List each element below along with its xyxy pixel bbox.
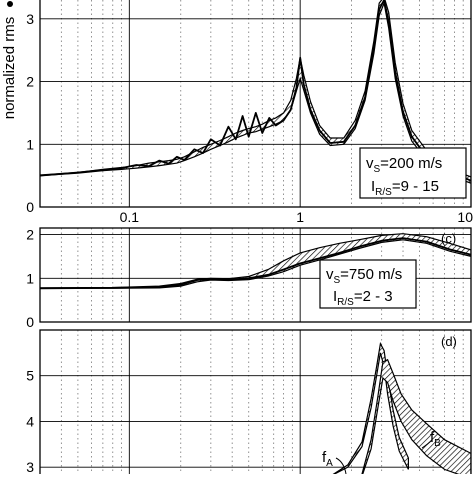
- panel-b-annotation-line1: vS=200 m/s: [366, 155, 442, 175]
- series-line: [40, 0, 471, 182]
- x-tick-label: 1: [296, 209, 304, 225]
- x-tick-label: 0.1: [120, 209, 140, 225]
- panel-d-ticks: 3 4 5: [26, 368, 34, 475]
- x-tick-label: 10: [457, 209, 473, 225]
- panel-b-ticks: 0 1 2 3 0.1 1 10: [26, 11, 473, 225]
- panel-b-annotation-box: [359, 147, 467, 199]
- panel-c-series: [40, 233, 471, 290]
- panel-d-letter: (d): [441, 334, 457, 349]
- label-fA-leader: [335, 457, 347, 475]
- y-tick-label: 5: [26, 368, 34, 384]
- panel-c-frame: [39, 227, 472, 323]
- label-fA: fA: [322, 449, 333, 469]
- label-fB: fB: [430, 429, 441, 449]
- panel-c: 0 1 2 (c) vS=750 m/s IR/S=2 - 3: [26, 227, 472, 330]
- panel-d: 3 4 5 (d) fA fB: [26, 329, 472, 479]
- y-tick-label: 2: [26, 227, 34, 243]
- hatched-band: [361, 358, 471, 474]
- panel-b: 0 1 2 3 0.1 1 10 normalized rms vS=200 m/s IR/…: [1, 0, 473, 225]
- panel-b-annotation: vS=200 m/s IR/S=9 - 15: [359, 147, 467, 199]
- y-tick-label: 3: [26, 459, 34, 474]
- y-tick-label: 2: [26, 74, 34, 90]
- panel-b-series: [40, 0, 471, 184]
- panel-d-label-fB: fB: [421, 429, 441, 449]
- panel-b-ylabel-marker: [7, 1, 13, 7]
- y-tick-label: 4: [26, 413, 34, 429]
- hatched-band: [332, 341, 409, 474]
- y-tick-label: 1: [26, 270, 34, 286]
- panel-b-annotation-line2: IR/S=9 - 15: [371, 178, 439, 198]
- panel-d-label-fA: fA: [322, 449, 347, 475]
- panel-b-ylabel: normalized rms: [1, 17, 18, 120]
- panel-c-annotation: vS=750 m/s IR/S=2 - 3: [319, 259, 417, 309]
- y-tick-label: 0: [26, 199, 34, 215]
- panel-c-annotation-line2: IR/S=2 - 3: [333, 288, 393, 308]
- label-fB-leader: [421, 439, 433, 449]
- series-line: [40, 237, 471, 290]
- panel-c-annotation-line1: vS=750 m/s: [326, 266, 402, 286]
- y-tick-label: 0: [26, 314, 34, 330]
- y-tick-label: 3: [26, 11, 34, 27]
- panel-c-letter: (c): [441, 231, 456, 246]
- panel-c-annotation-box: [319, 259, 417, 309]
- panel-c-ticks: 0 1 2: [26, 227, 34, 330]
- panel-d-series: [332, 341, 471, 474]
- y-tick-label: 1: [26, 136, 34, 152]
- panel-d-frame: [39, 329, 472, 479]
- panel-b-frame: [39, 0, 472, 208]
